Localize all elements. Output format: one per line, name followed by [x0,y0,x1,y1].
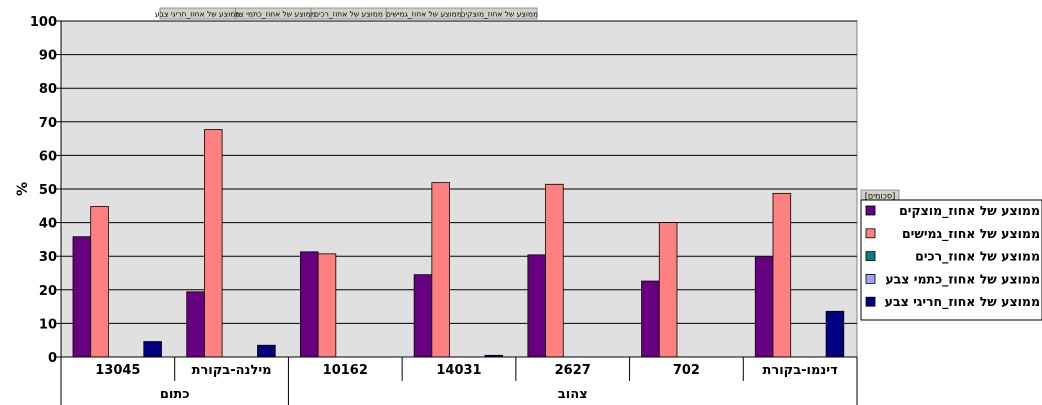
bar [658,222,678,358]
bar [754,256,774,358]
legend-label: ממוצע של אחוז_כתמי צבע [885,271,1040,287]
bar [527,254,546,358]
y-tick-label: 90 [39,49,57,64]
category-label: 702 [673,363,700,378]
field-button-label: ממוצע של אחוז_מוצקים [461,10,539,19]
category-label: 2627 [555,363,591,378]
legend-box [860,199,1042,321]
category-label: 10162 [323,363,368,378]
field-button [159,7,236,20]
y-tick-label: 100 [30,15,57,30]
field-button-label: ממוצע של אחוז_גמישים [386,10,462,19]
legend-swatch [865,205,876,216]
bar [204,129,223,358]
bar [413,274,433,358]
group-label: כתום [160,387,190,402]
category-label: מילנה-בקורת [192,363,272,378]
bar [186,291,205,358]
y-tick-label: 30 [39,250,57,265]
legend-title: [סכומים] [865,192,895,201]
bar [772,192,792,358]
bar [72,236,92,358]
y-tick-label: 70 [39,116,57,131]
legend-swatch [865,251,876,262]
bar [641,280,660,358]
bar [300,251,319,358]
bar [257,344,276,358]
group-label: צהוב [558,387,588,402]
y-tick-label: 60 [39,149,57,164]
legend-swatch [865,296,876,307]
field-button-label: ממוצע של אחוז_חריגי צבע [155,10,240,19]
legend-label: ממוצע של אחוז_חריגי צבע [885,294,1040,310]
y-tick-label: 0 [48,351,57,366]
legend-label: ממוצע של אחוז_רכים [915,249,1040,265]
y-tick-label: 40 [39,217,57,232]
field-button-label: ממוצע של אחוז_כתמי צבע [230,10,316,19]
bar [545,183,564,358]
category-label: 13045 [95,363,140,378]
category-label: 14031 [436,363,481,378]
bar [143,341,162,358]
legend-label: ממוצע של אחוז_מוצקים [899,203,1040,219]
y-tick-label: 20 [39,284,57,299]
y-tick-label: 50 [39,183,57,198]
category-label: דינמו-בקורת [762,363,838,378]
field-button-label: ממוצע של אחוז_רכים [314,10,383,19]
y-tick-label: 10 [39,317,57,332]
y-axis-label: % [15,182,31,196]
legend-swatch [865,228,876,239]
bar [317,253,337,358]
y-tick-label: 80 [39,82,57,97]
legend-label: ממוצע של אחוז_גמישים [902,226,1040,242]
legend-swatch [865,273,876,284]
bar [431,182,450,358]
bar [825,310,845,358]
bar [90,206,109,358]
